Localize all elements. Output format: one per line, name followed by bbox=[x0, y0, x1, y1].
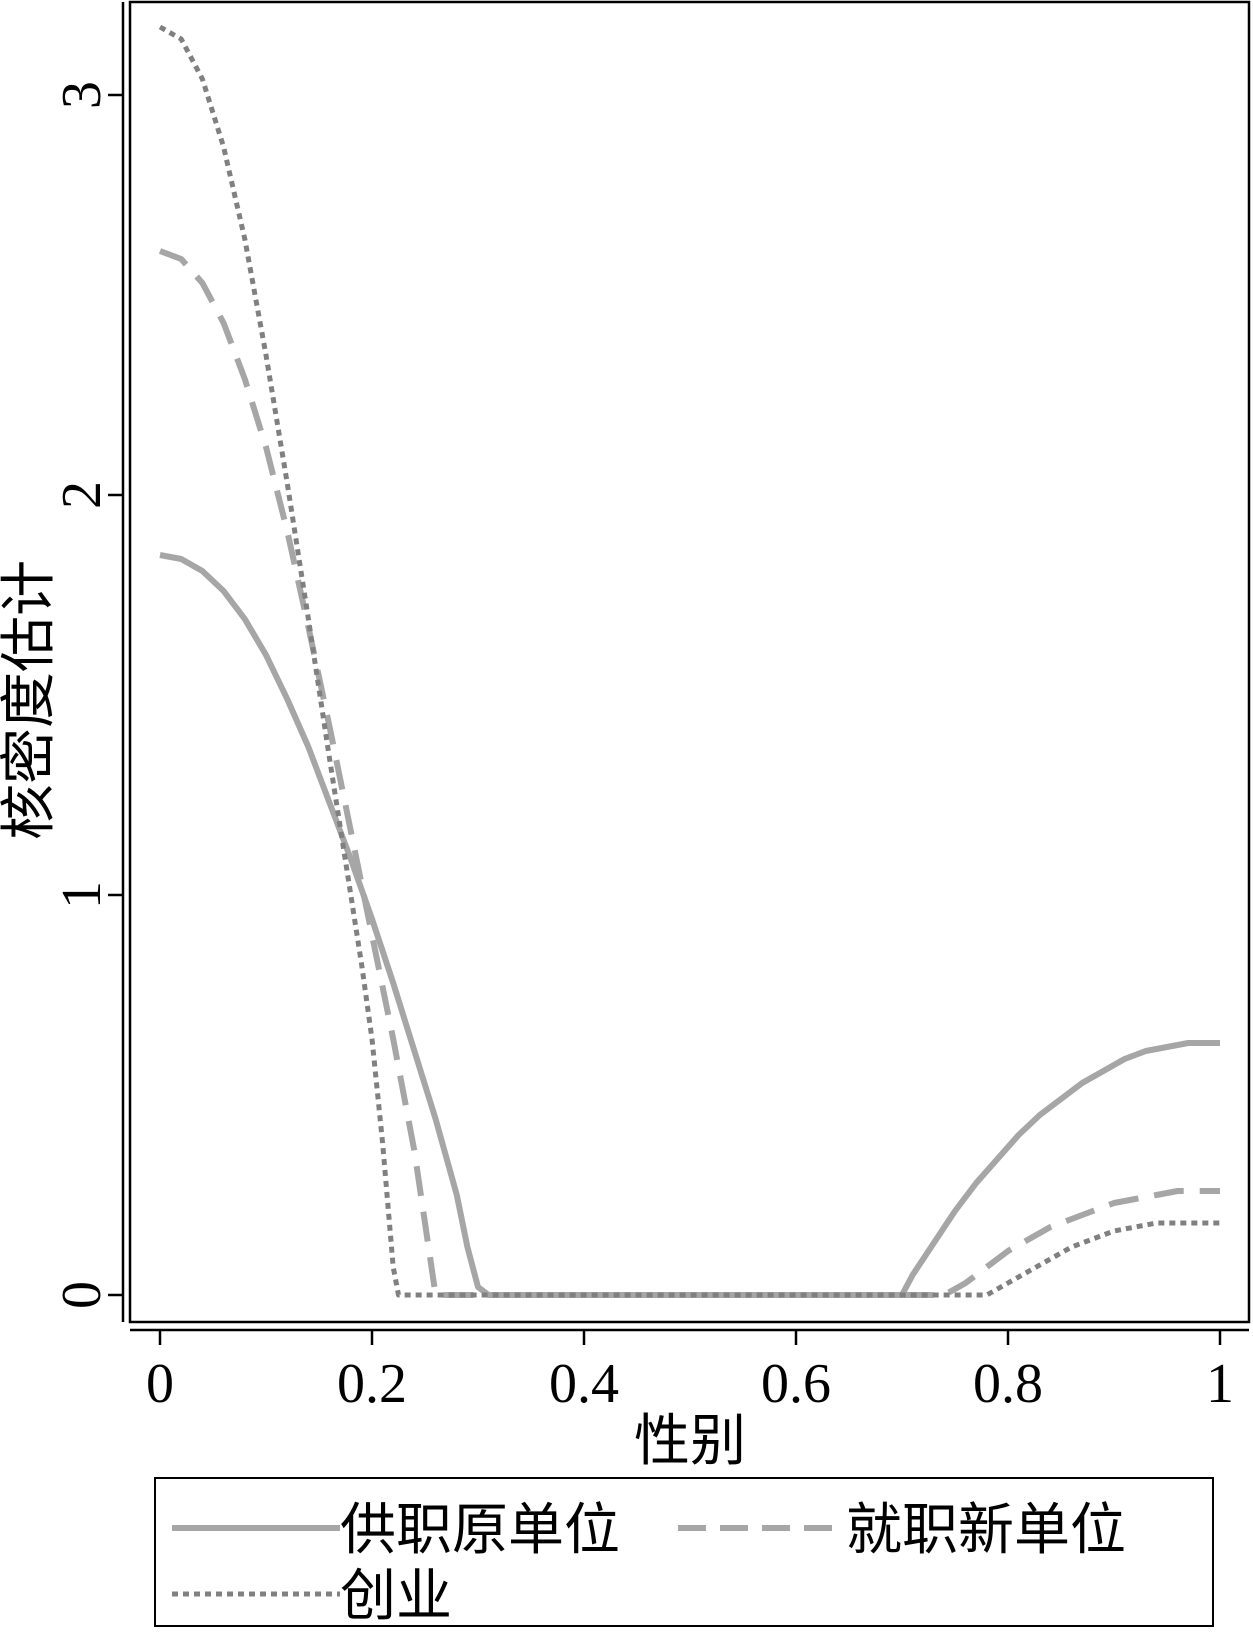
series-line-2 bbox=[158, 248, 1220, 1298]
x-tick-label: 0.8 bbox=[973, 1353, 1043, 1415]
legend: 供职原单位 就职新单位 创业 bbox=[154, 1477, 1214, 1628]
y-tick-label: 0 bbox=[51, 1281, 113, 1309]
legend-label: 供职原单位 bbox=[340, 1500, 620, 1562]
legend-label: 就职新单位 bbox=[846, 1500, 1126, 1562]
legend-swatch-dashed bbox=[678, 1524, 846, 1531]
plot-frame bbox=[128, 0, 1251, 1324]
series-line-1 bbox=[159, 552, 1220, 1298]
x-tick-label: 0.4 bbox=[549, 1353, 619, 1415]
x-tick-label: 0.2 bbox=[337, 1353, 407, 1415]
legend-item-series-3: 创业 bbox=[170, 1551, 452, 1632]
legend-item-series-1: 供职原单位 bbox=[170, 1485, 620, 1566]
x-tick-label: 1 bbox=[1206, 1353, 1234, 1415]
legend-swatch-solid bbox=[172, 1524, 340, 1531]
x-tick-label: 0.6 bbox=[761, 1353, 831, 1415]
x-tick-label: 0 bbox=[146, 1353, 174, 1415]
legend-item-series-2: 就职新单位 bbox=[676, 1485, 1126, 1566]
x-axis-title: 性别 bbox=[634, 1411, 746, 1473]
y-tick-label: 3 bbox=[51, 81, 113, 109]
y-axis-title: 核密度估计 bbox=[0, 560, 61, 840]
legend-label: 创业 bbox=[340, 1566, 452, 1628]
series-line-3 bbox=[158, 24, 1220, 1298]
y-tick-label: 1 bbox=[51, 881, 113, 909]
legend-swatch-dotted bbox=[172, 1591, 340, 1596]
y-tick-label: 2 bbox=[51, 481, 113, 509]
